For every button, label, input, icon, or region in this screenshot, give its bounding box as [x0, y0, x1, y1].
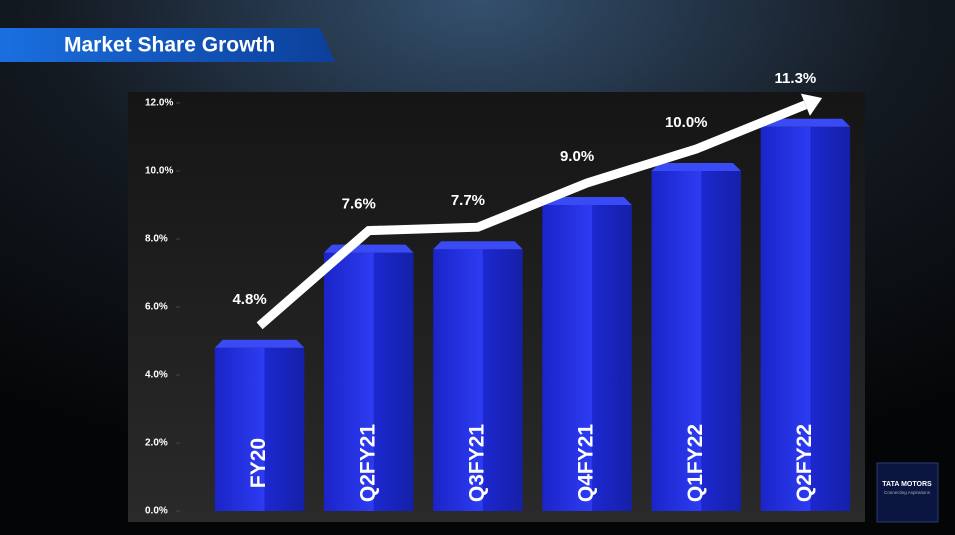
bar [651, 171, 742, 511]
bar [542, 205, 632, 511]
plot: 0.0% 2.0% 4.0% 6.0% 8.0% 10.0% 12.0% FY20 4.8% Q2… [145, 70, 851, 517]
value-label: 7.6% [342, 196, 376, 213]
value-label: 10.0% [665, 114, 708, 131]
y-tick-label: 6.0% [145, 302, 168, 313]
value-label: 11.3% [775, 70, 817, 87]
bar-top [433, 241, 523, 250]
trend-arrow [256, 100, 808, 330]
category-label: Q3FY21 [465, 424, 488, 503]
arrow-head [800, 93, 823, 116]
category-label: FY20 [247, 438, 270, 488]
y-tick-label: 0.0% [145, 506, 168, 517]
bar-top [323, 244, 414, 253]
title-banner [0, 28, 335, 62]
y-tick-label: 8.0% [145, 234, 168, 245]
bar [433, 249, 523, 511]
chart-title: Market Share Growth [64, 34, 275, 57]
category-label: Q2FY21 [356, 424, 379, 503]
bar [214, 347, 305, 511]
bar-top [214, 339, 305, 348]
y-tick-label: 4.0% [145, 370, 168, 381]
y-tick-label: 2.0% [145, 438, 168, 449]
bar [760, 126, 851, 512]
bar-top [651, 163, 742, 171]
bar-top [542, 197, 632, 205]
value-label: 4.8% [232, 291, 266, 308]
value-label: 7.7% [451, 192, 485, 209]
bar [323, 252, 414, 511]
logo-box [876, 462, 939, 523]
y-tick-label: 12.0% [145, 98, 173, 109]
category-label: Q1FY22 [684, 424, 707, 502]
value-label: 9.0% [560, 148, 594, 165]
category-label: Q2FY22 [793, 424, 816, 502]
logo-tagline: Connecting Aspirations [884, 490, 931, 495]
logo-name: TATA MOTORS [882, 481, 932, 488]
bar-top [760, 118, 851, 127]
y-tick-label: 10.0% [145, 166, 173, 177]
category-label: Q4FY21 [575, 424, 598, 503]
